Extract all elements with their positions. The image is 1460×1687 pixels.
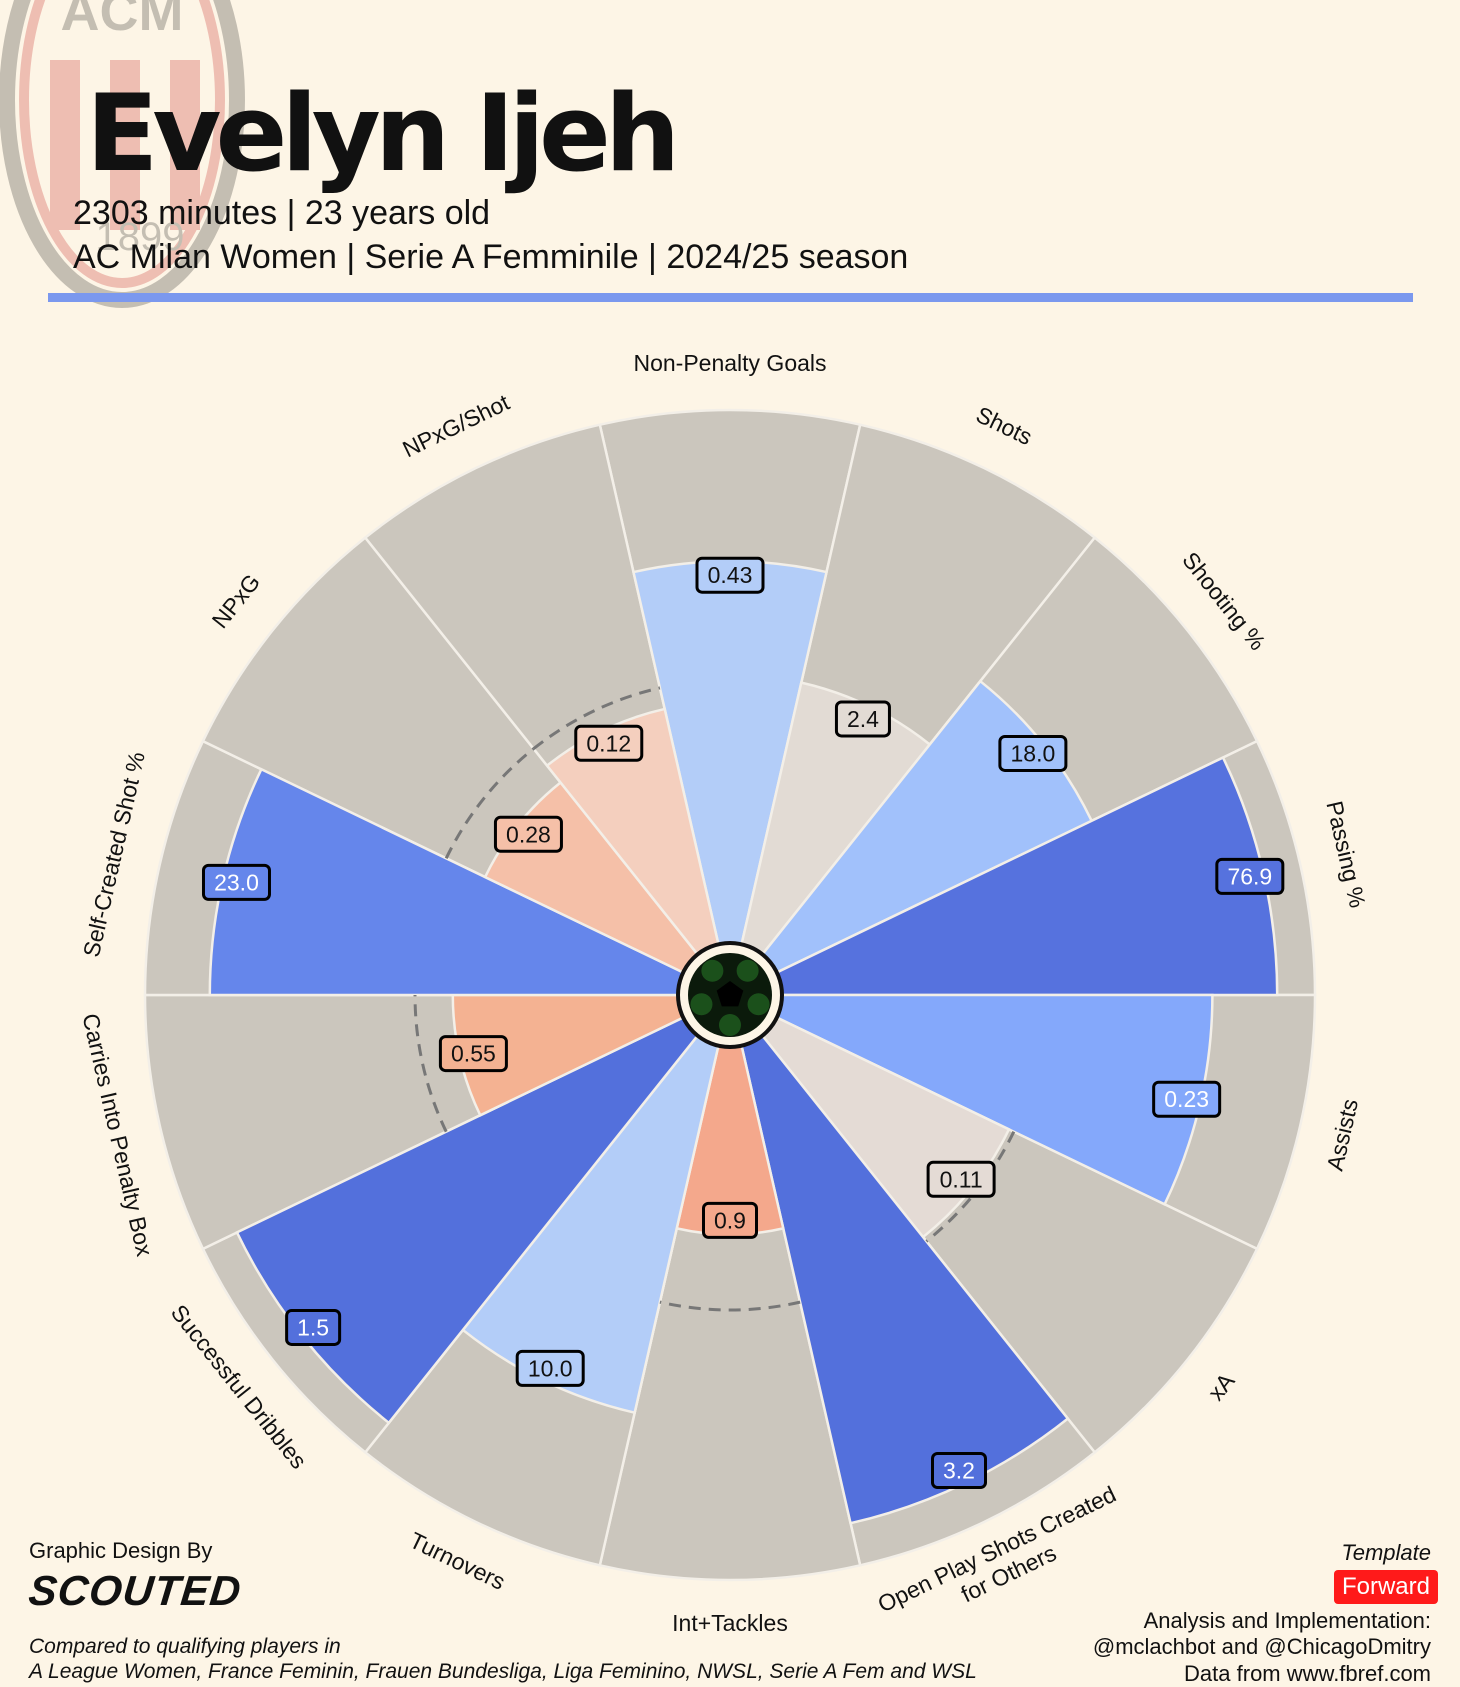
value-label-box-8 xyxy=(515,1349,585,1387)
value-label-7: 0.9 xyxy=(702,1201,758,1239)
value-label-9: 1.5 xyxy=(285,1308,342,1346)
category-label-13: NPxG/Shot xyxy=(398,389,513,463)
value-label-text-5: 0.11 xyxy=(940,1166,983,1192)
category-label-0: Non-Penalty Goals xyxy=(633,350,826,376)
comparison-line-2: A League Women, France Feminin, Frauen B… xyxy=(29,1660,977,1684)
template-badge: Forward xyxy=(1333,1570,1438,1604)
value-label-text-9: 1.5 xyxy=(297,1314,329,1340)
value-label-0: 0.43 xyxy=(695,556,765,594)
reference-arc-12 xyxy=(444,747,535,859)
category-label-11: Self-Created Shot % xyxy=(78,749,150,959)
value-label-box-4 xyxy=(1152,1080,1222,1118)
value-label-box-10 xyxy=(438,1035,508,1073)
value-label-text-11: 23.0 xyxy=(214,869,259,895)
ball-patch-1 xyxy=(747,993,770,1016)
ball-patch-2 xyxy=(719,1014,741,1036)
reference-arc-13 xyxy=(532,686,661,750)
value-label-text-1: 2.4 xyxy=(847,706,879,732)
value-label-3: 76.9 xyxy=(1215,857,1285,895)
value-label-5: 0.11 xyxy=(926,1160,996,1198)
value-label-box-9 xyxy=(285,1308,342,1346)
template-label: Template xyxy=(1341,1540,1431,1565)
value-label-1: 2.4 xyxy=(834,700,891,738)
logo-year-text: 1899 xyxy=(96,215,185,259)
value-label-text-6: 3.2 xyxy=(943,1458,975,1484)
value-label-box-12 xyxy=(493,815,563,853)
value-label-box-11 xyxy=(201,863,271,901)
category-label-12: NPxG xyxy=(207,569,266,633)
header-divider xyxy=(48,293,1413,302)
value-label-text-4: 0.23 xyxy=(1164,1086,1209,1112)
player-summary: 2303 minutes | 23 years old xyxy=(73,194,491,232)
category-label-7: Int+Tackles xyxy=(672,1610,788,1636)
value-label-12: 0.28 xyxy=(493,815,563,853)
value-label-text-10: 0.55 xyxy=(451,1041,496,1067)
value-label-8: 10.0 xyxy=(515,1349,585,1387)
value-label-box-0 xyxy=(695,556,765,594)
ball-patch-0 xyxy=(736,959,759,982)
value-label-13: 0.12 xyxy=(574,724,644,762)
radar-chart: 0.43 2.4 18.0 76.9 0.23 0.11 3.2 0.9 10.0 1.5 0.55… xyxy=(77,350,1371,1636)
value-label-text-3: 76.9 xyxy=(1227,863,1272,889)
analysis-line-2: @mclachbot and @ChicagoDmitry xyxy=(1092,1634,1431,1660)
player-name: Evelyn Ijeh xyxy=(86,72,680,195)
category-label-5: xA xyxy=(1203,1367,1240,1405)
credit-label: Graphic Design By xyxy=(29,1538,213,1563)
value-label-text-2: 18.0 xyxy=(1010,740,1055,766)
reference-arc-7 xyxy=(659,1300,801,1312)
analysis-credits: Analysis and Implementation: @mclachbot … xyxy=(1093,1608,1431,1687)
category-label-4: Assists xyxy=(1322,1096,1364,1173)
brand-logo: SCOUTED xyxy=(26,1567,244,1614)
value-label-text-12: 0.28 xyxy=(506,821,551,847)
value-label-box-7 xyxy=(702,1201,758,1239)
value-label-11: 23.0 xyxy=(201,863,271,901)
value-label-text-13: 0.12 xyxy=(586,730,631,756)
value-label-box-2 xyxy=(998,734,1068,772)
value-label-10: 0.55 xyxy=(438,1035,508,1073)
category-label-10: Carries Into Penalty Box xyxy=(77,1011,158,1259)
category-label-3: Passing % xyxy=(1321,799,1371,911)
team-league-season: AC Milan Women | Serie A Femminile | 202… xyxy=(73,238,909,276)
category-label-8: Turnovers xyxy=(406,1527,510,1595)
value-label-6: 3.2 xyxy=(931,1452,988,1490)
value-label-text-8: 10.0 xyxy=(528,1355,573,1381)
ball-patch-4 xyxy=(701,959,724,982)
reference-arc-10 xyxy=(413,994,448,1133)
value-label-text-7: 0.9 xyxy=(714,1207,746,1233)
analysis-line-1: Analysis and Implementation: xyxy=(1143,1608,1431,1633)
value-label-box-13 xyxy=(574,724,644,762)
ball-pentagon xyxy=(716,981,744,1007)
comparison-note: Compared to qualifying players in A Leag… xyxy=(29,1634,977,1684)
logo-top-text: ACM xyxy=(61,0,184,42)
comparison-line-1: Compared to qualifying players in xyxy=(29,1635,341,1658)
value-label-box-3 xyxy=(1215,857,1285,895)
value-label-2: 18.0 xyxy=(998,734,1068,772)
data-source: Data from www.fbref.com xyxy=(1184,1660,1431,1686)
value-label-box-6 xyxy=(931,1452,988,1490)
ball-patch-3 xyxy=(690,993,713,1016)
value-label-4: 0.23 xyxy=(1152,1080,1222,1118)
value-label-box-5 xyxy=(926,1160,996,1198)
category-label-1: Shots xyxy=(972,401,1036,450)
value-label-text-0: 0.43 xyxy=(708,562,753,588)
value-label-box-1 xyxy=(834,700,891,738)
